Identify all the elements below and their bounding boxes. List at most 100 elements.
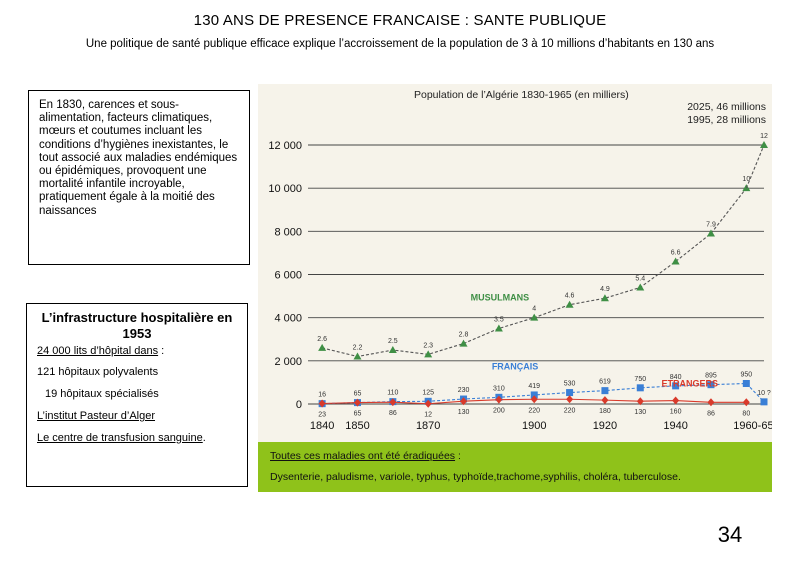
general-hospitals-line: 121 hôpitaux polyvalents xyxy=(37,366,159,378)
data-label: 125 xyxy=(422,389,434,396)
y-tick-label: 8 000 xyxy=(274,226,302,238)
annotation-line: 2025, 46 millions xyxy=(687,101,766,113)
data-point xyxy=(388,346,397,354)
data-label: 23 xyxy=(318,412,326,419)
data-point xyxy=(530,395,538,404)
chart-annotation: 2025, 46 millions 1995, 28 millions xyxy=(687,101,766,126)
data-label: 530 xyxy=(564,381,576,388)
data-point xyxy=(760,141,768,148)
y-axis-ticks: 0 2 000 4 000 6 000 8 000 10 000 12 000 xyxy=(268,140,302,411)
series-name-label: MUSULMANS xyxy=(471,292,529,302)
data-point xyxy=(636,384,644,392)
transfusion-center-line: Le centre de transfusion sanguine. xyxy=(37,432,237,445)
eradicated-heading-suffix: : xyxy=(455,450,461,462)
data-point xyxy=(565,300,574,308)
y-tick-label: 2 000 xyxy=(274,356,302,368)
data-label: 840 xyxy=(670,374,682,381)
data-label: 4.9 xyxy=(600,286,610,293)
hospital-beds-line: 24 000 lits d’hôpital dans : xyxy=(37,344,237,358)
data-point xyxy=(318,343,327,351)
chart-title: Population de l’Algérie 1830-1965 (en mi… xyxy=(414,89,629,101)
hospital-box-title: L’infrastructure hospitalière en 1953 xyxy=(41,310,233,341)
data-label: 419 xyxy=(528,383,540,390)
data-point xyxy=(742,379,750,387)
data-label: 3.5 xyxy=(494,316,504,323)
data-point xyxy=(389,398,397,407)
data-label: 80 xyxy=(742,410,750,417)
data-label: 750 xyxy=(634,376,646,383)
data-label: 2.3 xyxy=(423,342,433,349)
data-point xyxy=(318,399,326,408)
x-tick-label: 1840 xyxy=(310,420,334,432)
x-tick-label: 1850 xyxy=(345,420,369,432)
data-label: 220 xyxy=(528,407,540,414)
data-label: 2.6 xyxy=(317,336,327,343)
transfusion-center-suffix: . xyxy=(202,432,206,444)
data-point xyxy=(672,396,680,405)
data-label: 110 xyxy=(387,390,398,397)
x-axis-ticks: 1840 1850 1870 1900 1920 1940 1960-65 xyxy=(310,420,774,432)
eradicated-diseases-band: Toutes ces maladies ont été éradiquées :… xyxy=(258,442,772,492)
series-lines xyxy=(318,141,768,408)
series-line-français xyxy=(322,382,765,405)
data-point xyxy=(460,397,468,406)
data-point xyxy=(353,398,361,407)
data-label: 16 xyxy=(318,392,326,399)
data-point xyxy=(494,324,503,332)
page-title: 130 ANS DE PRESENCE FRANCAISE : SANTE PU… xyxy=(193,12,607,29)
data-label: 86 xyxy=(389,410,397,417)
specialized-hospitals-line: 19 hôpitaux spécialisés xyxy=(45,388,159,400)
data-label: 130 xyxy=(634,409,646,416)
mortality-text: En 1830, carences et sous-alimentation, … xyxy=(39,99,238,217)
x-tick-label: 1940 xyxy=(663,420,687,432)
hospital-beds-text: 24 000 lits d’hôpital dans xyxy=(37,345,159,357)
data-label: 180 xyxy=(599,408,611,415)
data-point xyxy=(671,257,680,265)
series-name-label: ETRANGERS xyxy=(661,379,718,389)
series-labels: 2.6 2.2 2.5 2.3 2.8 3.5 4 4.6 4.9 5.4 6.6 7.9 10 MUSU… xyxy=(317,133,771,419)
page-subtitle: Une politique de santé publique efficace… xyxy=(85,38,715,50)
data-label: 130 xyxy=(458,409,470,416)
y-tick-label: 6 000 xyxy=(274,270,302,282)
data-point xyxy=(459,339,468,347)
data-label: 895 xyxy=(705,373,717,380)
data-label: 65 xyxy=(354,391,362,398)
data-point xyxy=(353,352,362,360)
data-label: 160 xyxy=(670,409,682,416)
data-point xyxy=(742,398,750,407)
data-point xyxy=(601,396,609,405)
x-tick-label: 1920 xyxy=(593,420,617,432)
series-name-label: FRANÇAIS xyxy=(492,361,539,371)
transfusion-center-text: Le centre de transfusion sanguine xyxy=(37,432,203,444)
mortality-text-box: En 1830, carences et sous-alimentation, … xyxy=(28,90,250,265)
data-point xyxy=(672,382,680,390)
y-tick-label: 4 000 xyxy=(274,313,302,325)
data-label: 6.6 xyxy=(671,250,681,257)
data-point xyxy=(424,399,432,408)
data-label: 5.4 xyxy=(635,275,645,282)
data-label: 619 xyxy=(599,379,611,386)
data-point xyxy=(600,294,609,302)
data-label: 10 ? xyxy=(757,390,771,397)
x-tick-label: 1900 xyxy=(522,420,546,432)
series-line-musulmans xyxy=(322,187,747,358)
data-point xyxy=(601,387,609,395)
data-label: 86 xyxy=(707,410,715,417)
data-label: 12 xyxy=(760,133,768,140)
data-point xyxy=(636,283,645,291)
y-tick-label: 0 xyxy=(296,399,302,411)
y-tick-label: 10 000 xyxy=(268,183,302,195)
hospital-infrastructure-box: L’infrastructure hospitalière en 1953 24… xyxy=(26,303,248,487)
data-point xyxy=(707,381,715,389)
x-tick-label: 1870 xyxy=(416,420,440,432)
data-point xyxy=(636,397,644,406)
data-point xyxy=(530,313,539,321)
data-label: 2.8 xyxy=(459,332,469,339)
series-line-musulmans-end xyxy=(745,144,765,189)
data-point xyxy=(530,391,538,399)
data-point xyxy=(566,395,574,404)
eradicated-heading-line: Toutes ces maladies ont été éradiquées : xyxy=(270,450,760,462)
data-label: 4 xyxy=(532,306,536,313)
